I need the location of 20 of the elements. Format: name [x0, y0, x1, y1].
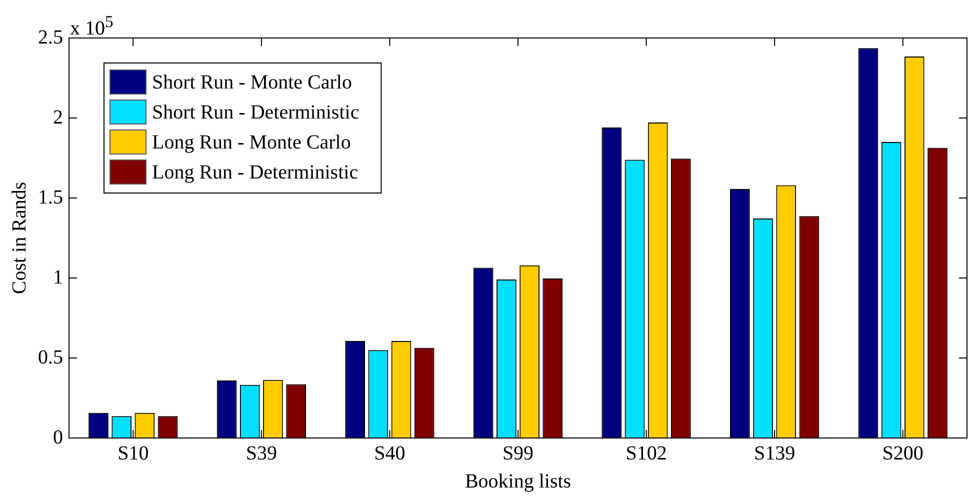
y-tick-label: 1	[53, 266, 63, 288]
x-tick-label: S10	[118, 442, 149, 464]
legend-label: Short Run - Deterministic	[152, 101, 360, 124]
y-tick-label: 2.5	[38, 26, 63, 48]
x-axis-title: Booking lists	[464, 470, 572, 492]
x-tick-label: S99	[502, 442, 534, 464]
x-tick-label: S139	[754, 442, 796, 464]
y-tick-label: 0.5	[38, 346, 63, 368]
annotation: x 10$^{5}$	[70, 12, 114, 41]
x-tick-label: S102	[626, 442, 667, 464]
y-tick-label: 1.5	[38, 186, 63, 208]
legend-label: Long Run - Monte Carlo	[152, 131, 351, 154]
y-axis-title: Cost in Rands	[8, 182, 30, 294]
x-tick-label: S40	[374, 442, 406, 464]
y-tick-label: 2	[53, 106, 63, 128]
legend-label: Short Run - Monte Carlo	[152, 71, 352, 94]
y-tick-label: 0	[53, 426, 63, 448]
x-tick-label: S39	[246, 442, 277, 464]
x-tick-label: S200	[882, 442, 924, 464]
legend-label: Long Run - Deterministic	[152, 161, 358, 184]
